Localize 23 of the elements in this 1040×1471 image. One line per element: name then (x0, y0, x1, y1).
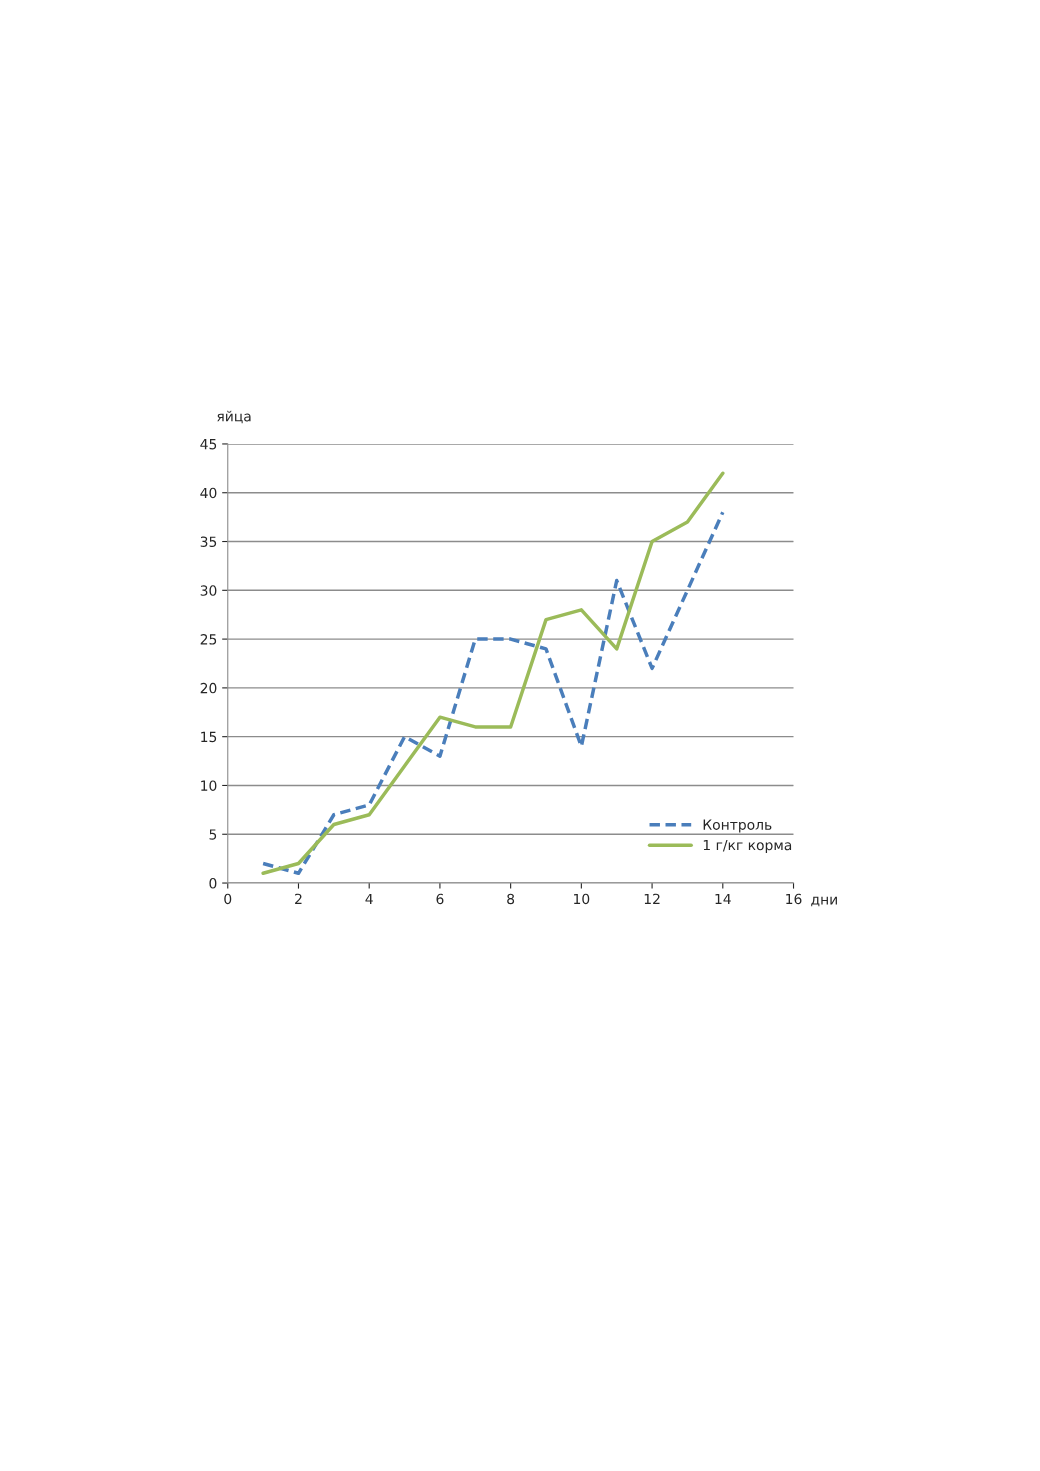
x-tick-label: 12 (644, 893, 660, 905)
y-tick-label: 10 (201, 780, 217, 791)
y-tick-label: 35 (200, 536, 217, 547)
y-tick-label: 40 (200, 487, 217, 499)
y-tick-label: 45 (200, 439, 217, 450)
x-tick-label: 8 (507, 893, 515, 905)
y-tick-label: 15 (201, 731, 217, 743)
x-tick-label: 14 (715, 893, 731, 905)
y-tick-label: 0 (209, 878, 217, 889)
legend-label: Контроль (703, 819, 772, 833)
x-tick-label: 0 (224, 893, 232, 905)
y-tick-label: 30 (200, 585, 217, 596)
x-tick-label: 10 (574, 893, 590, 905)
x-tick-label: 4 (365, 893, 373, 905)
x-tick-label: 6 (436, 893, 444, 905)
y-tick-label: 5 (209, 829, 217, 840)
y-tick-label: 25 (200, 634, 217, 645)
legend-label: 1 г/кг корма (703, 839, 792, 853)
x-tick-label: 16 (786, 893, 802, 905)
x-tick-label: 2 (295, 893, 302, 905)
y-axis-title: яйца (217, 410, 251, 424)
x-axis-title: дни (811, 896, 837, 907)
y-tick-label: 20 (200, 682, 217, 694)
